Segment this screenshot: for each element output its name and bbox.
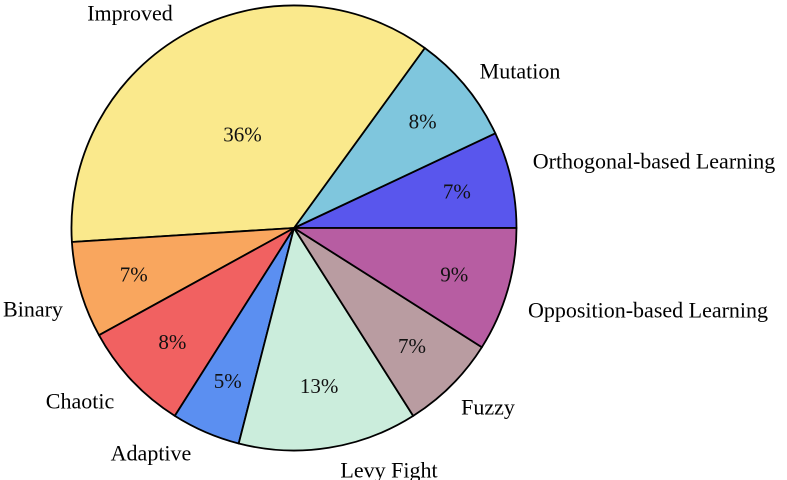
pie-label-orthogonal-based-learning: Orthogonal-based Learning bbox=[533, 149, 776, 174]
pie-slice-chaotic bbox=[98, 227, 295, 417]
pie-value-mutation: 8% bbox=[409, 110, 437, 134]
pie-label-improved: Improved bbox=[87, 1, 173, 26]
pie-value-chaotic: 8% bbox=[158, 330, 186, 354]
pie-slice-improved bbox=[70, 4, 426, 243]
pie-label-mutation: Mutation bbox=[480, 59, 561, 84]
pie-label-adaptive: Adaptive bbox=[111, 441, 192, 466]
pie-slice-levy-fight bbox=[237, 227, 415, 452]
pie-slice-mutation bbox=[293, 47, 497, 229]
pie-value-binary: 7% bbox=[120, 263, 148, 287]
pie-value-fuzzy: 7% bbox=[398, 334, 426, 358]
pie-value-improved: 36% bbox=[223, 122, 262, 146]
pie-label-binary: Binary bbox=[3, 297, 63, 322]
pie-label-chaotic: Chaotic bbox=[46, 389, 115, 414]
pie-value-adaptive: 5% bbox=[214, 369, 242, 393]
pie-label-opposition-based-learning: Opposition-based Learning bbox=[528, 298, 768, 323]
pie-label-levy-fight: Levy Fight bbox=[340, 458, 437, 480]
pie-value-orthogonal-based-learning: 7% bbox=[443, 180, 471, 204]
pie-value-opposition-based-learning: 9% bbox=[440, 263, 468, 287]
pie-label-fuzzy: Fuzzy bbox=[461, 395, 515, 420]
pie-value-levy-fight: 13% bbox=[300, 374, 339, 398]
pie-slice-opposition-based-learning bbox=[293, 227, 518, 349]
